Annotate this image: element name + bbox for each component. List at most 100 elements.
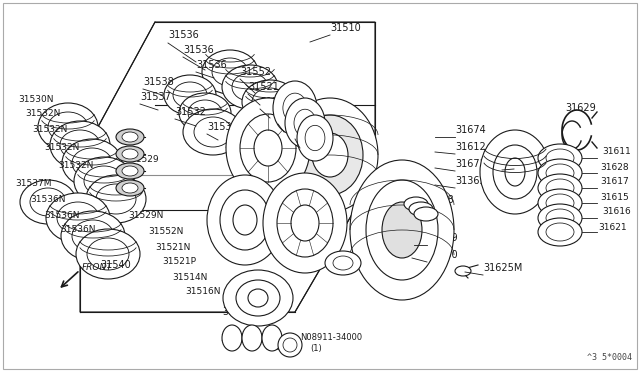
Text: 31532N: 31532N [25, 109, 60, 119]
Ellipse shape [305, 125, 325, 151]
Text: 31532: 31532 [175, 107, 206, 117]
Ellipse shape [202, 50, 258, 94]
Ellipse shape [263, 173, 347, 273]
Ellipse shape [220, 190, 270, 250]
Ellipse shape [546, 209, 574, 227]
Ellipse shape [546, 149, 574, 167]
Ellipse shape [48, 112, 88, 142]
Ellipse shape [122, 183, 138, 193]
Ellipse shape [74, 157, 134, 205]
Text: 31621: 31621 [598, 222, 627, 231]
Ellipse shape [188, 100, 222, 126]
Ellipse shape [350, 160, 454, 300]
Ellipse shape [87, 238, 129, 270]
Ellipse shape [179, 93, 231, 133]
Text: 31619: 31619 [427, 233, 458, 243]
Text: 31517: 31517 [295, 127, 326, 137]
Ellipse shape [297, 115, 363, 195]
Text: 31536: 31536 [168, 30, 199, 40]
Text: 31523N: 31523N [218, 193, 253, 202]
Ellipse shape [46, 193, 110, 243]
Ellipse shape [283, 93, 307, 123]
Ellipse shape [226, 98, 310, 198]
Ellipse shape [254, 130, 282, 166]
Ellipse shape [116, 129, 144, 145]
Ellipse shape [122, 132, 138, 142]
Text: 31540: 31540 [100, 260, 131, 270]
Text: 31622: 31622 [514, 157, 545, 167]
Ellipse shape [233, 205, 257, 235]
Ellipse shape [538, 144, 582, 172]
Text: 31529N: 31529N [128, 211, 163, 219]
Ellipse shape [248, 289, 268, 307]
Ellipse shape [282, 98, 378, 212]
Text: 31538: 31538 [143, 77, 173, 87]
Ellipse shape [61, 211, 125, 261]
Text: 31532N: 31532N [58, 160, 93, 170]
Ellipse shape [194, 117, 232, 147]
Ellipse shape [312, 133, 348, 177]
Ellipse shape [366, 180, 438, 280]
Ellipse shape [294, 109, 316, 137]
Text: 31630: 31630 [427, 250, 458, 260]
Ellipse shape [285, 98, 325, 148]
Text: 31521N: 31521N [155, 243, 190, 251]
Ellipse shape [273, 81, 317, 135]
Ellipse shape [538, 189, 582, 217]
Ellipse shape [538, 204, 582, 232]
Text: 31617: 31617 [600, 177, 628, 186]
Text: 31536N: 31536N [30, 196, 65, 205]
Ellipse shape [164, 75, 216, 115]
Text: 31536N: 31536N [60, 225, 95, 234]
Ellipse shape [76, 229, 140, 279]
Ellipse shape [538, 218, 582, 246]
Text: 31552: 31552 [240, 67, 271, 77]
Text: 31529: 31529 [130, 155, 159, 164]
Ellipse shape [20, 180, 76, 224]
Text: 31629: 31629 [565, 103, 596, 113]
Ellipse shape [382, 202, 422, 258]
Text: 31618: 31618 [423, 195, 454, 205]
Text: 31530N: 31530N [18, 96, 54, 105]
Text: 31521P: 31521P [162, 257, 196, 266]
Ellipse shape [38, 103, 98, 151]
Text: 31555: 31555 [265, 343, 294, 352]
Ellipse shape [96, 184, 136, 214]
Ellipse shape [116, 163, 144, 179]
Text: 31671: 31671 [455, 159, 486, 169]
Ellipse shape [480, 130, 550, 214]
Ellipse shape [232, 73, 268, 101]
Ellipse shape [546, 194, 574, 212]
Text: 31537: 31537 [140, 92, 171, 102]
Ellipse shape [546, 179, 574, 197]
Text: 31616: 31616 [602, 208, 631, 217]
Ellipse shape [84, 166, 124, 196]
Ellipse shape [122, 149, 138, 159]
Ellipse shape [277, 189, 333, 257]
Text: FRONT: FRONT [82, 263, 113, 273]
Ellipse shape [30, 188, 66, 216]
Text: 31628: 31628 [600, 163, 628, 171]
Ellipse shape [212, 58, 248, 86]
Ellipse shape [222, 325, 242, 351]
Text: 31514N: 31514N [172, 273, 207, 282]
Ellipse shape [404, 197, 428, 211]
Ellipse shape [207, 175, 283, 265]
Text: 31517N: 31517N [268, 196, 303, 205]
Text: 31536N: 31536N [44, 211, 79, 219]
Ellipse shape [455, 266, 471, 276]
Text: 31615: 31615 [600, 192, 628, 202]
Text: 31542: 31542 [222, 307, 253, 317]
Text: 31510: 31510 [330, 23, 361, 33]
Text: 31532: 31532 [207, 122, 238, 132]
Ellipse shape [278, 333, 302, 357]
Ellipse shape [62, 139, 122, 187]
Text: 31556Q: 31556Q [220, 334, 256, 343]
Text: 31612: 31612 [455, 142, 486, 152]
Ellipse shape [60, 130, 100, 160]
Ellipse shape [116, 146, 144, 162]
Ellipse shape [493, 145, 537, 199]
Text: 31523: 31523 [224, 140, 255, 150]
Text: 31625M: 31625M [483, 263, 522, 273]
Text: 31674: 31674 [455, 125, 486, 135]
